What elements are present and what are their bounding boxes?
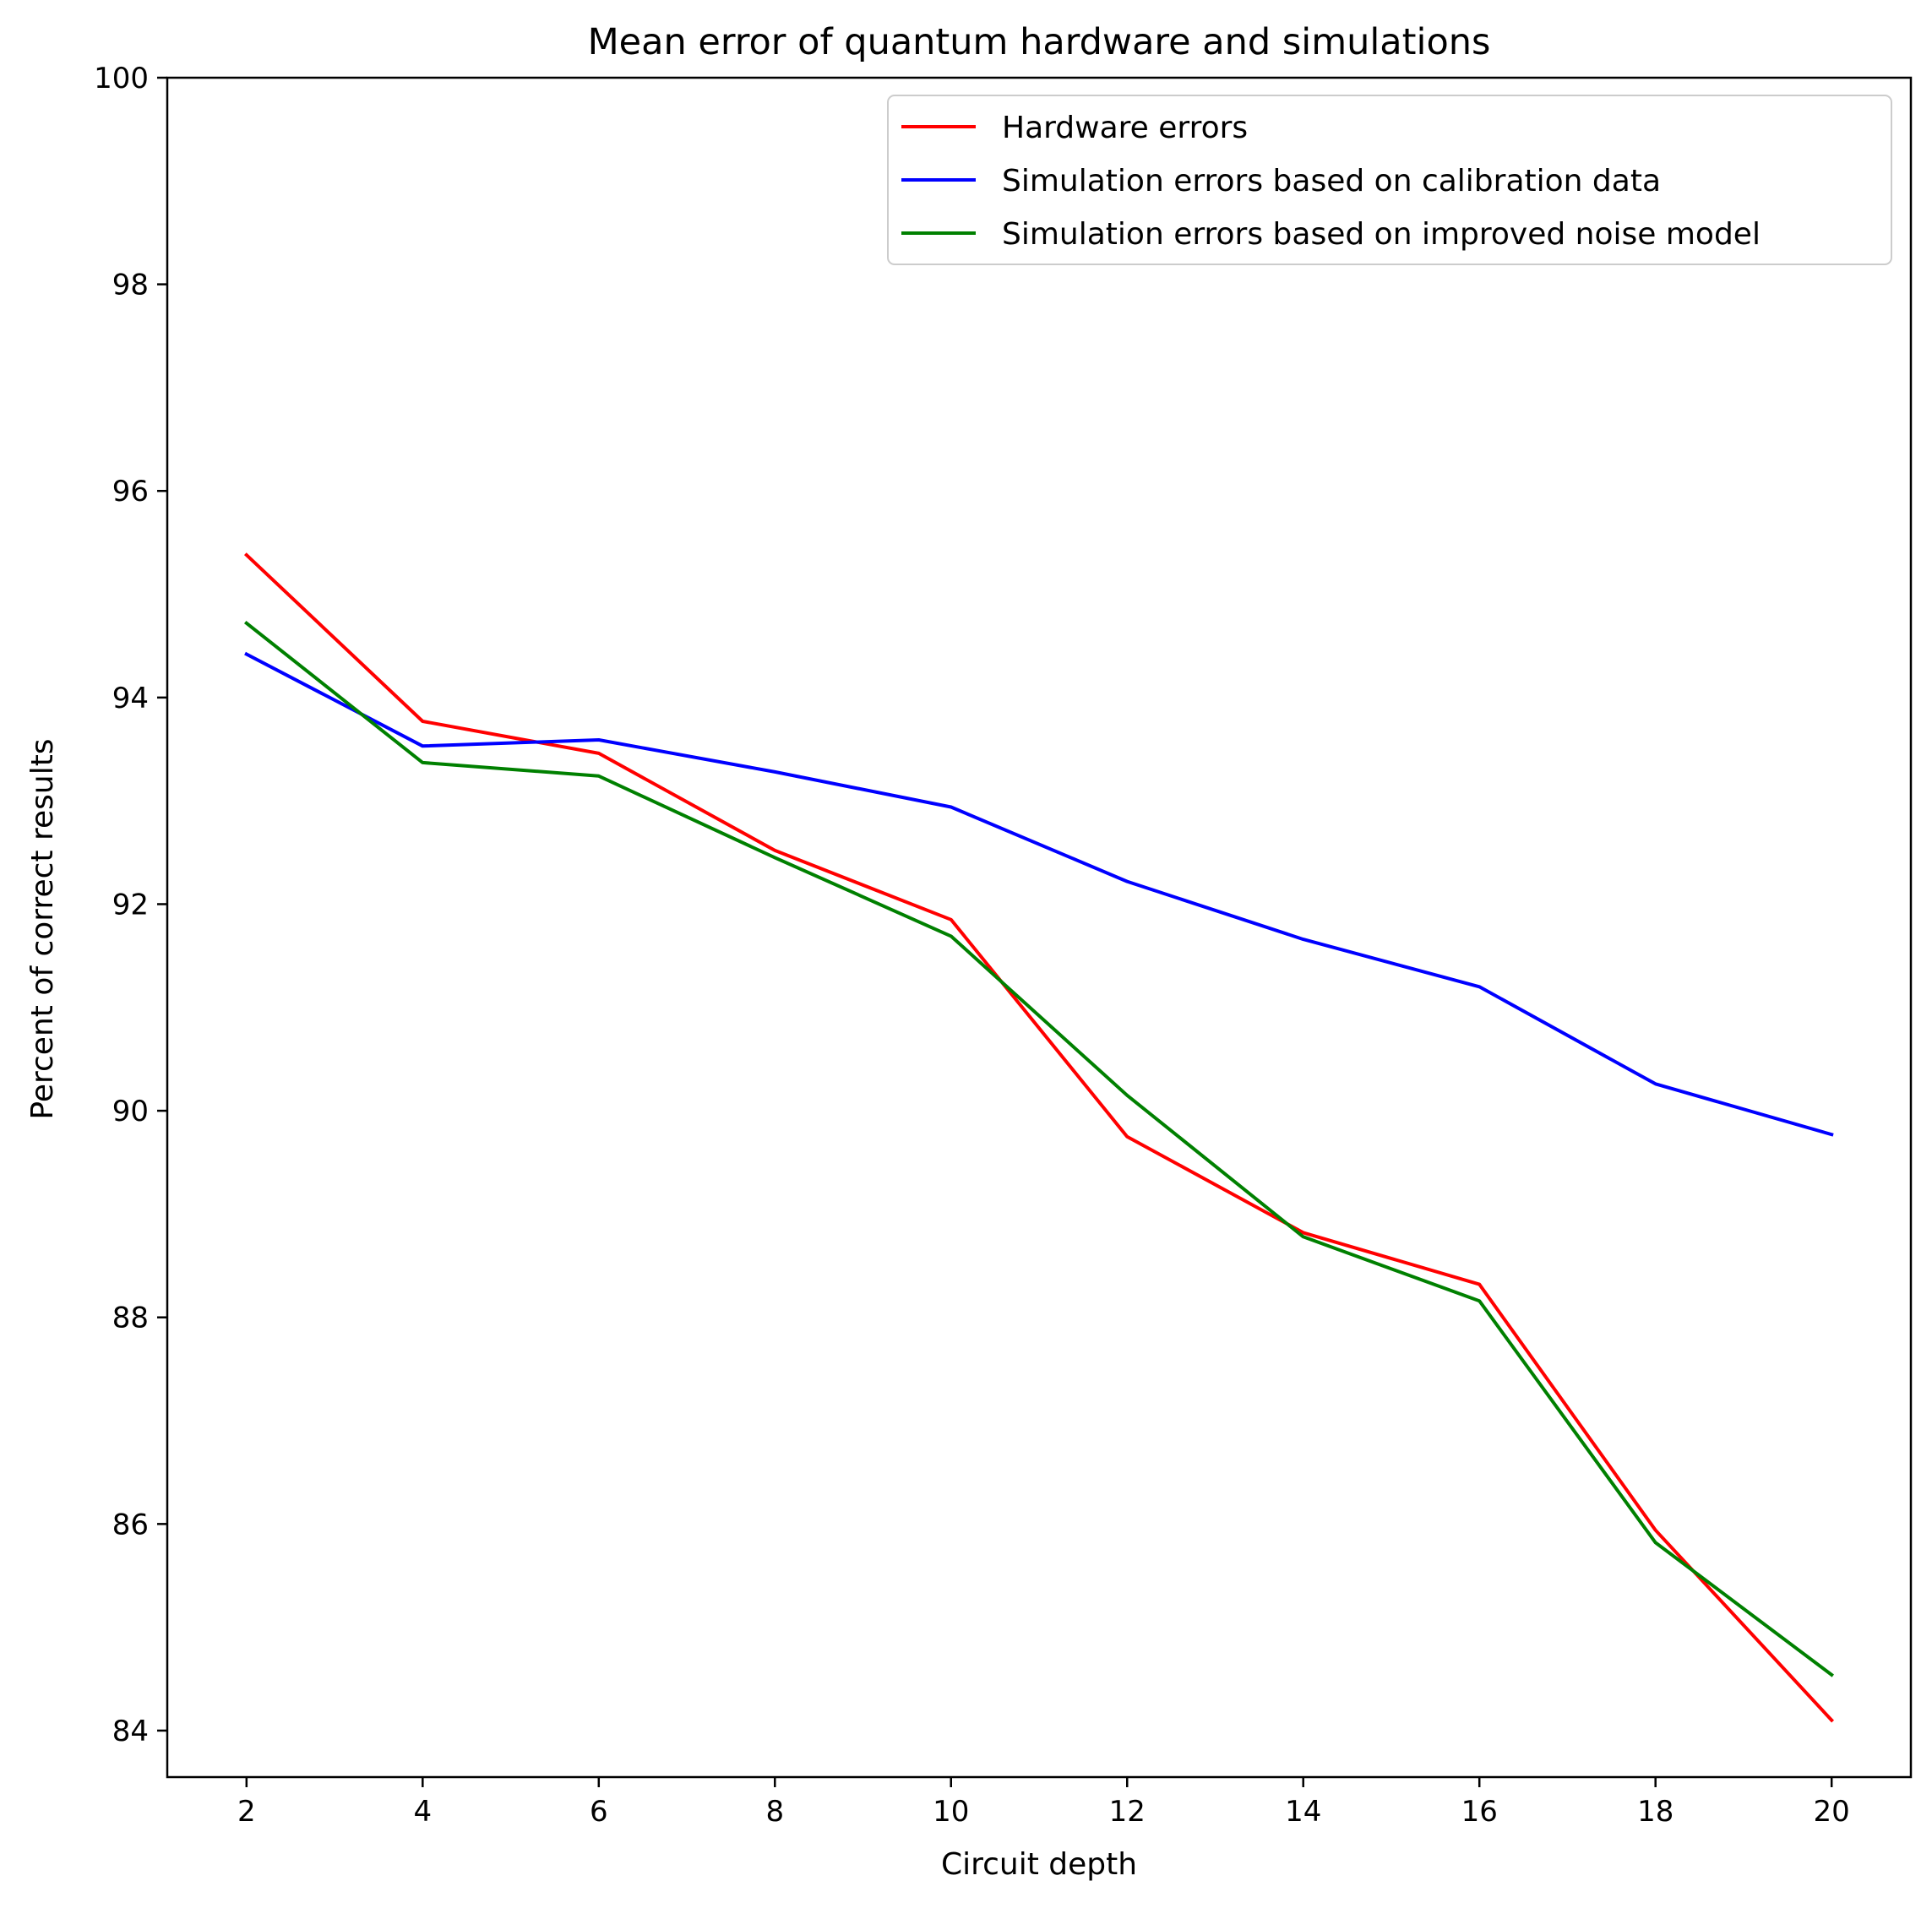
y-tick-label: 88 (112, 1302, 149, 1335)
x-tick-label: 2 (237, 1795, 256, 1829)
series-line-2 (244, 651, 1834, 1137)
y-tick-label: 100 (94, 62, 149, 95)
series-line-1 (243, 552, 1835, 1723)
y-tick-label: 96 (112, 475, 149, 508)
y-axis-label: Percent of correct results (25, 738, 60, 1119)
y-tick-label: 98 (112, 269, 149, 302)
legend-box (887, 95, 1892, 265)
x-axis-label: Circuit depth (941, 1847, 1137, 1882)
x-tick-label: 12 (1109, 1795, 1146, 1829)
x-tick-label: 16 (1461, 1795, 1498, 1829)
y-tick-label: 90 (112, 1095, 149, 1128)
legend: Hardware errors Simulation errors based o… (887, 95, 1892, 265)
legend-label-2: Simulation errors based on calibration d… (1002, 164, 1661, 198)
y-tick-label: 92 (112, 888, 149, 921)
y-tick-label: 94 (112, 682, 149, 715)
x-tick-label: 14 (1285, 1795, 1321, 1829)
x-tick-label: 6 (590, 1795, 608, 1829)
x-tick-label: 4 (413, 1795, 432, 1829)
series-line-3 (243, 620, 1835, 1677)
x-tick-label: 10 (933, 1795, 969, 1829)
y-tick-label: 84 (112, 1715, 149, 1748)
legend-label-3: Simulation errors based on improved nois… (1002, 217, 1761, 252)
legend-label-1: Hardware errors (1002, 111, 1248, 145)
x-tick-label: 8 (765, 1795, 784, 1829)
x-tick-label: 18 (1637, 1795, 1673, 1829)
chart-title: Mean error of quantum hardware and simul… (588, 21, 1491, 63)
x-tick-label: 20 (1814, 1795, 1850, 1829)
axes: 2 4 6 8 10 12 14 16 18 20 84 86 88 90 92 94 96 98 100 (94, 62, 1913, 1829)
plot-area (243, 552, 1835, 1723)
axes-frame (166, 76, 1913, 1779)
y-tick-label: 86 (112, 1508, 149, 1541)
